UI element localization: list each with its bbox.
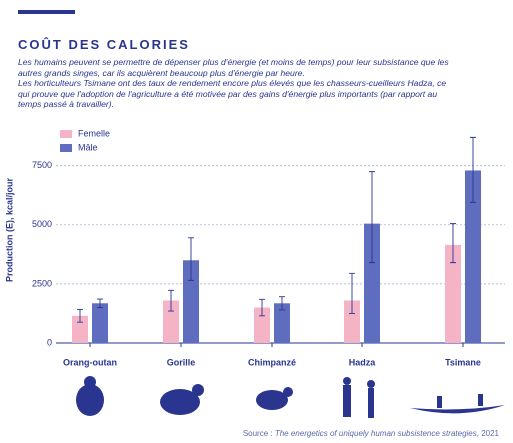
bar [445,244,461,343]
bar [364,223,380,343]
legend-label: Femelle [78,128,110,138]
source-title: The energetics of uniquely human subsist… [274,429,477,438]
y-axis-label: Production (E), kcal/jour [4,178,14,283]
bar [183,260,199,343]
error-bar [168,289,174,312]
error-bar [349,272,355,314]
bar [465,170,481,343]
x-tick-label: Orang-outan [63,357,117,367]
title: COÛT DES CALORIES [18,37,190,52]
source-prefix: Source : [242,429,273,438]
bar [92,303,108,343]
subtitle-line: Les horticulteurs Tsimane ont des taux d… [18,78,447,110]
source-year: , 2021 [476,429,499,438]
subtitle: Les humains peuvent se permettre de dépe… [18,57,458,110]
error-bar [259,298,265,317]
subtitle-line: Les humains peuvent se permettre de dépe… [18,57,449,78]
y-tick-label: 5000 [32,219,52,229]
legend-label: Mâle [78,142,98,152]
x-tick-label: Tsimane [445,357,481,367]
x-tick-label: Hadza [349,357,377,367]
x-tick-label: Chimpanzé [248,357,296,367]
error-bar [279,296,285,311]
error-bar [97,298,103,308]
error-bar [77,308,83,323]
y-tick-label: 2500 [32,278,52,288]
bar [72,315,88,343]
y-tick-label: 7500 [32,160,52,170]
error-bar [188,237,194,281]
silhouettes [76,376,505,418]
error-bar [369,171,375,264]
accent-bar [18,10,75,14]
x-tick-label: Gorille [167,357,196,367]
bar [344,300,360,343]
error-bar [450,223,456,264]
source: Source : The energetics of uniquely huma… [243,429,499,438]
legend-swatch [60,130,72,138]
legend-swatch [60,144,72,152]
error-bar [470,136,476,203]
bar [274,303,290,343]
bar [254,307,270,343]
y-tick-label: 0 [47,337,52,347]
bar [163,300,179,343]
